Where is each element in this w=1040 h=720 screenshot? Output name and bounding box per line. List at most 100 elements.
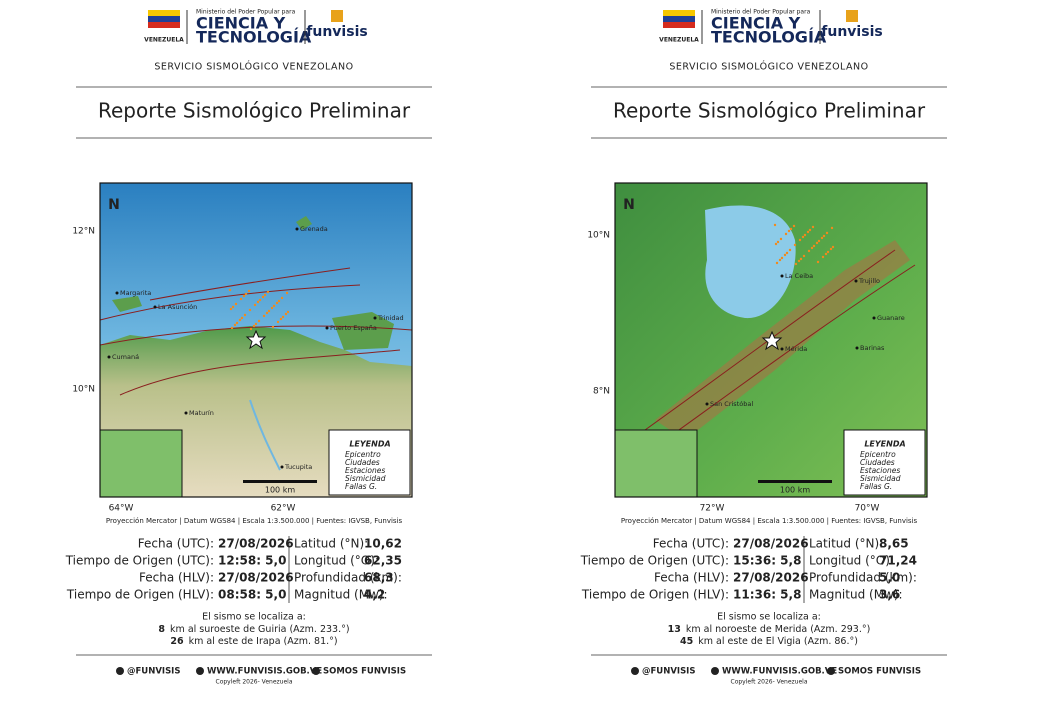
location-intro: El sismo se localiza a:	[202, 612, 306, 623]
seismicity	[797, 259, 801, 263]
seismicity	[248, 308, 252, 312]
seismicity	[773, 223, 777, 227]
detail-value: 08:58: 5,0	[218, 588, 286, 602]
footer-social: @FUNVISIS	[127, 667, 180, 677]
scale-label: 100 km	[265, 486, 295, 495]
seismicity	[785, 251, 789, 255]
city-dot	[295, 227, 299, 231]
country: VENEZUELA	[659, 37, 699, 44]
map-caption: Proyección Mercator | Datum WGS84 | Esca…	[106, 517, 403, 525]
map-frame	[99, 182, 413, 498]
map: LEYENDAEpicentroCiudadesEstacionesSismic…	[99, 182, 413, 498]
seismicity	[281, 315, 285, 319]
seismicity	[234, 302, 238, 306]
seismicity	[808, 228, 812, 232]
location-line: 45 km al este de El Vigia (Azm. 86.°)	[680, 636, 858, 647]
seismicity	[803, 233, 807, 237]
map-frame	[614, 182, 928, 498]
detail-value: 5,0	[879, 571, 900, 585]
seismicity	[272, 304, 276, 308]
fault	[99, 284, 361, 321]
city-dot	[280, 465, 284, 469]
ministry: Ministerio del Poder Popular para	[196, 9, 296, 16]
legend-box	[843, 429, 926, 496]
report-card: VENEZUELA Ministerio del Poder Popular pa…	[65, 9, 432, 686]
detail-label: Fecha (HLV):	[654, 571, 729, 585]
seismicity	[240, 316, 244, 320]
seismicity	[806, 230, 810, 234]
location-intro: El sismo se localiza a:	[717, 612, 821, 623]
copyright: Copyleft 2026- Venezuela	[216, 679, 293, 686]
lake	[705, 205, 796, 319]
lat-label: 12°N	[72, 227, 95, 237]
legend-box	[328, 429, 411, 496]
fault	[99, 325, 413, 346]
seismicity	[789, 227, 793, 231]
seismicity	[254, 322, 258, 326]
detail-value: 10,62	[364, 537, 402, 551]
seismicity	[271, 325, 275, 329]
place-label: Trujillo	[858, 277, 880, 285]
seismicity	[247, 289, 251, 293]
seismicity	[253, 303, 257, 307]
detail-value: 27/08/2026	[733, 571, 809, 585]
place-label: San Cristóbal	[710, 400, 753, 408]
seismicity	[228, 288, 232, 292]
epicenter	[761, 330, 783, 351]
detail-value: 15:36: 5,8	[733, 554, 801, 568]
seismicity	[824, 252, 828, 256]
seismicity	[243, 313, 247, 317]
lon-label: 70°W	[855, 504, 880, 514]
map: LEYENDAEpicentroCiudadesEstacionesSismic…	[614, 182, 928, 498]
legend-title: LEYENDA	[349, 440, 390, 449]
inset-map	[614, 429, 698, 498]
location-distance: 8	[158, 624, 165, 635]
seismicity	[821, 255, 825, 259]
flag-blue	[148, 16, 180, 22]
detail-label: Latitud (°N):	[809, 537, 883, 551]
seismicity	[831, 245, 835, 249]
detail-value: 68,3	[364, 571, 394, 585]
seismicity	[263, 293, 267, 297]
location-text: km al suroeste de Guiria (Azm. 233.°)	[170, 624, 350, 635]
detail-value: 27/08/2026	[218, 571, 294, 585]
seismicity	[825, 231, 829, 235]
seismicity	[788, 248, 792, 252]
footer-icon	[312, 667, 320, 675]
footer-icon	[196, 667, 204, 675]
place-label: Maturín	[189, 409, 214, 417]
seismicity	[801, 235, 805, 239]
fault	[149, 267, 351, 301]
place-label: Trinidad	[377, 314, 404, 322]
seismicity	[792, 224, 796, 228]
scale-bar	[243, 480, 317, 483]
epicenter	[245, 329, 267, 350]
fault	[664, 264, 916, 441]
lon-label: 62°W	[271, 504, 296, 514]
seismicity	[784, 232, 788, 236]
seismicity	[239, 297, 243, 301]
seismicity	[280, 296, 284, 300]
location-distance: 26	[170, 636, 184, 647]
north-arrow: N	[108, 197, 120, 213]
seismicity	[807, 249, 811, 253]
seismicity	[277, 299, 281, 303]
seismicity	[244, 292, 248, 296]
brand: funvisis	[306, 24, 367, 40]
flag-red	[148, 22, 180, 28]
flag-blue	[663, 16, 695, 22]
location-distance: 45	[680, 636, 693, 647]
ministry: Ministerio del Poder Popular para	[711, 9, 811, 16]
seismicity	[284, 312, 288, 316]
seismicity	[794, 262, 798, 266]
detail-label: Latitud (°N):	[294, 537, 368, 551]
place-label: La Asunción	[158, 303, 197, 311]
seismicity	[231, 305, 235, 309]
seismicity	[817, 239, 821, 243]
detail-label: Fecha (HLV):	[139, 571, 214, 585]
footer-web: WWW.FUNVISIS.GOB.VE	[722, 667, 837, 677]
city-dot	[325, 326, 329, 330]
seismicity	[826, 250, 830, 254]
detail-value: 27/08/2026	[733, 537, 809, 551]
footer-icon	[631, 667, 639, 675]
